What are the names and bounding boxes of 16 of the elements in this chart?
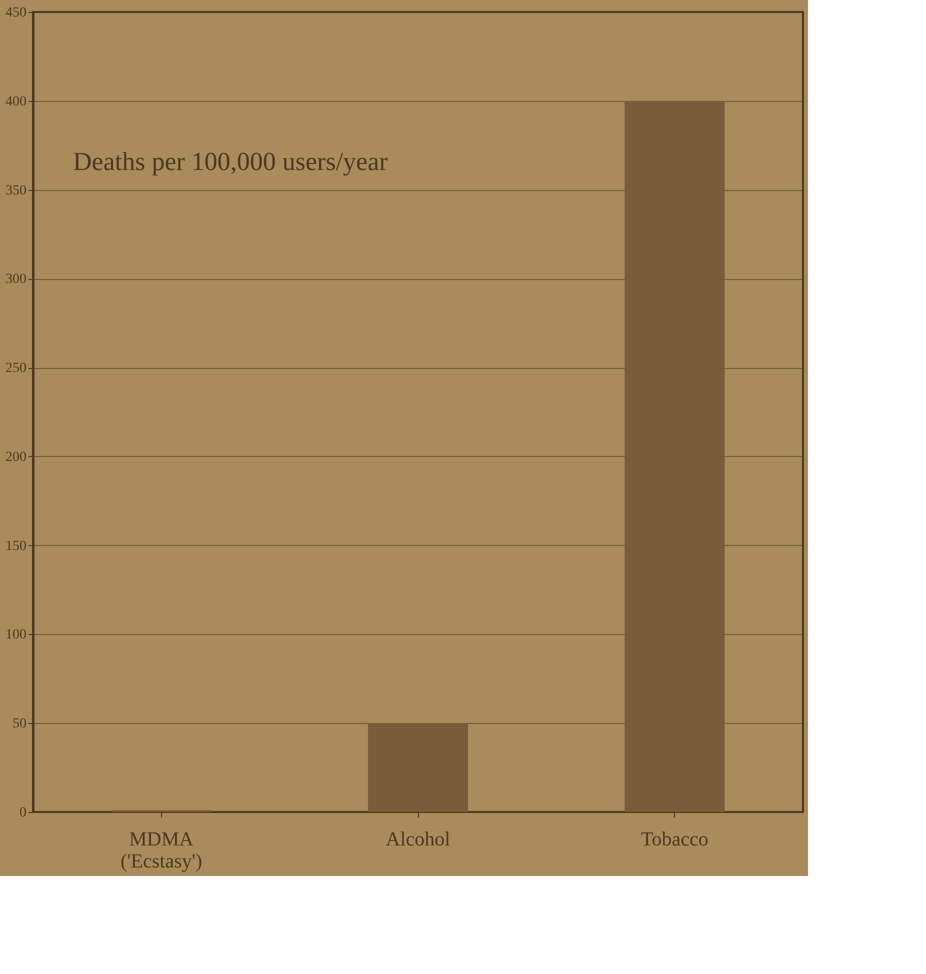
bar (368, 723, 468, 812)
y-tick-label: 400 (6, 94, 26, 110)
y-tick-label: 350 (6, 183, 26, 198)
y-tick-label: 100 (6, 628, 26, 643)
x-tick-label: MDMA ('Ecstasy') (120, 828, 202, 872)
annotation: Deaths per 100,000 users/year (73, 147, 388, 176)
y-tick-label: 200 (6, 450, 26, 465)
bar (624, 100, 725, 812)
y-tick-label: 450 (6, 6, 26, 20)
y-tick-label: 250 (6, 361, 26, 376)
y-tick-label: 150 (6, 538, 26, 554)
x-tick-label: Tobacco (640, 828, 708, 850)
y-tick-label: 50 (12, 716, 26, 732)
y-tick-label: 300 (6, 272, 26, 288)
y-tick-label: 0 (20, 806, 26, 820)
x-tick-label: Alcohol (386, 828, 451, 850)
